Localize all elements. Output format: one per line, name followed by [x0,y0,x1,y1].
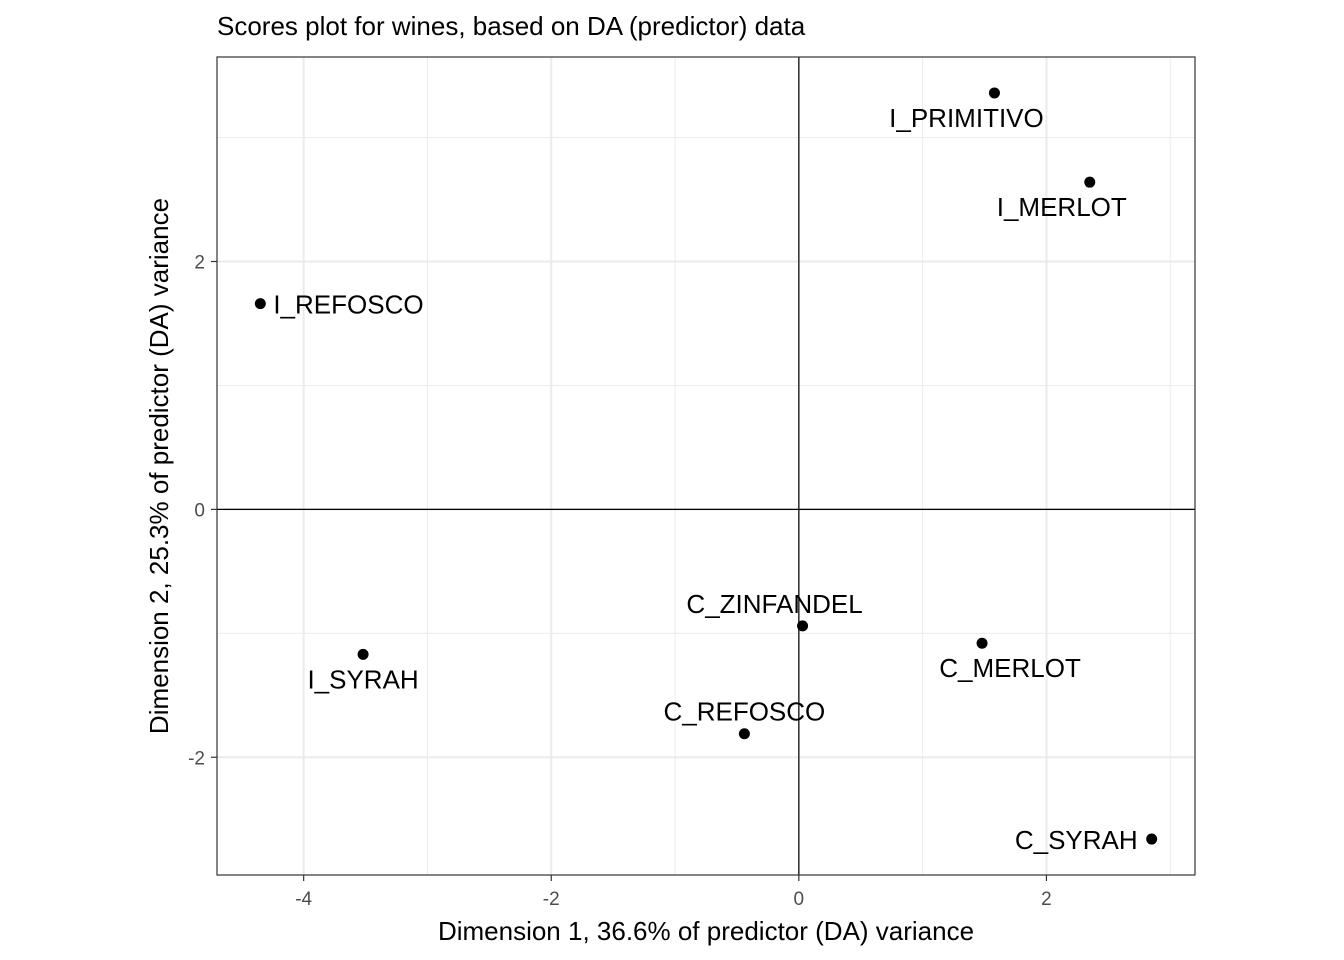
point-label: I_PRIMITIVO [889,103,1044,133]
x-tick-label: 0 [794,889,805,910]
point-label: I_REFOSCO [273,290,423,320]
data-point [357,648,369,660]
y-axis-title: Dimension 2, 25.3% of predictor (DA) var… [144,198,174,734]
chart-title: Scores plot for wines, based on DA (pred… [217,11,806,41]
data-point [738,728,750,740]
data-point [254,298,266,310]
point-label: C_REFOSCO [663,697,825,727]
point-label: C_ZINFANDEL [686,589,862,619]
y-axis-ticks: -2 0 2 [188,253,217,769]
x-axis-ticks: -4 -2 0 2 [295,875,1052,910]
y-tick-label: 2 [194,253,205,274]
plot-panel [217,57,1195,875]
x-tick-label: -4 [295,889,312,910]
point-labels: I_PRIMITIVO I_MERLOT I_REFOSCO I_SYRAH C_ZIN… [273,103,1137,855]
data-point [988,87,1000,99]
x-axis-title: Dimension 1, 36.6% of predictor (DA) var… [438,916,974,946]
data-point [1084,176,1096,188]
reference-lines [217,57,1195,875]
point-label: C_MERLOT [939,653,1081,683]
x-tick-label: -2 [543,889,560,910]
point-label: I_MERLOT [997,192,1127,222]
plot-border [216,56,1196,876]
data-point [976,637,988,649]
point-label: I_SYRAH [307,664,418,694]
data-point [1146,833,1158,845]
x-tick-label: 2 [1041,889,1052,910]
data-points [254,87,1158,845]
y-tick-label: -2 [188,748,205,769]
data-point [797,620,809,632]
y-tick-label: 0 [194,500,205,521]
point-label: C_SYRAH [1015,825,1138,855]
